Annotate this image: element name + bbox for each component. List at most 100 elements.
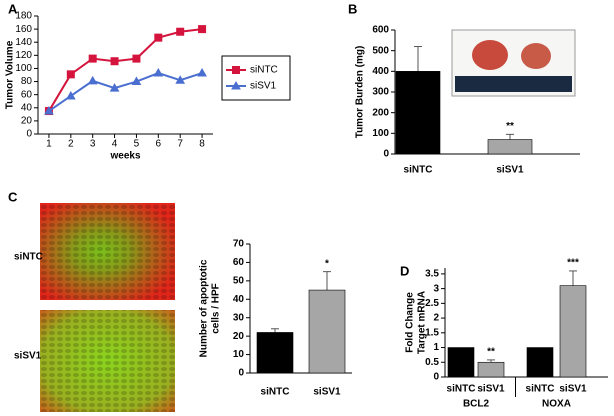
micrograph [40,203,175,412]
group-label: NOXA [542,399,571,410]
marker [44,106,54,115]
x-tick-label: 3 [90,139,96,150]
y-tick-label: 500 [372,45,389,56]
x-tick-label: siSV1 [496,165,524,176]
panel-label: C [8,189,18,204]
legend-label: siNTC [250,65,278,76]
y-tick-label: 1 [433,342,439,353]
y-tick-label: 300 [372,87,389,98]
panel-label: B [348,1,357,16]
x-tick-label: 2 [68,139,74,150]
y-axis-label: Number of apoptotic [199,259,210,357]
y-tick-label: 140 [15,37,32,48]
marker [66,70,75,79]
x-tick-label: 7 [177,139,183,150]
y-tick-label: 0 [383,149,389,160]
bar [487,139,533,155]
y-tick-label: 120 [15,50,32,61]
y-tick-label: 100 [15,63,32,74]
y-tick-label: 10 [233,349,245,360]
significance-label: * [325,258,329,269]
bar [526,347,554,378]
marker [88,54,97,63]
y-tick-label: 60 [233,257,245,268]
y-tick-label: 40 [233,294,245,305]
y-tick-label: 100 [372,128,389,139]
y-tick-label: 0 [26,129,32,140]
panel-label: D [400,263,409,278]
y-tick-label: 0 [433,372,439,383]
x-tick-label: siNTC [261,387,290,398]
y-tick-label: 400 [372,66,389,77]
significance-label: ** [506,121,514,132]
marker [110,57,119,66]
marker [65,90,76,100]
y-tick-label: 20 [21,116,33,127]
x-tick-label: siSV1 [559,384,587,395]
y-tick-label: 50 [233,275,245,286]
marker [109,83,120,92]
y-tick-label: 0 [238,368,244,379]
marker [232,66,240,74]
x-tick-label: 1 [46,139,52,150]
bar [559,285,587,378]
y-tick-label: 70 [233,239,245,250]
y-axis-label: Fold Change [405,292,416,353]
group-label: BCL2 [463,399,490,410]
x-axis-label: weeks [109,151,140,162]
marker [154,33,163,42]
y-tick-label: 3 [433,283,439,294]
y-tick-label: 160 [15,24,32,35]
image-label: siSV1 [14,351,42,362]
bar [447,347,475,378]
y-tick-label: 0.5 [425,357,439,368]
series-line [48,71,203,112]
legend-box [221,55,291,101]
legend-label: siSV1 [250,81,277,92]
y-tick-label: 30 [233,312,245,323]
x-tick-label: siNTC [447,384,476,395]
y-axis-label: cells / HPF [211,283,222,334]
significance-label: ** [487,347,495,358]
marker [87,75,98,85]
bar [477,361,505,378]
y-axis-label: Target mRNA [417,291,428,354]
marker [197,68,207,77]
y-tick-label: 200 [372,107,389,118]
y-tick-label: 80 [21,76,33,87]
bar [395,71,441,155]
x-tick-label: siNTC [404,165,433,176]
y-tick-label: 600 [372,25,389,36]
y-tick-label: 60 [21,89,33,100]
marker [175,75,186,84]
panel-label: A [8,1,18,16]
marker [131,76,142,86]
significance-label: *** [567,258,579,269]
marker [153,68,164,77]
x-tick-label: 4 [112,139,118,150]
bar [308,289,346,374]
photo-inset [451,29,576,97]
marker [198,25,207,34]
x-tick-label: 5 [134,139,140,150]
y-tick-label: 180 [15,11,32,22]
y-tick-label: 2.5 [425,298,439,309]
image-label: siNTC [14,252,43,263]
x-tick-label: siSV1 [313,387,341,398]
y-tick-label: 3.5 [425,269,439,280]
x-tick-label: 6 [156,139,162,150]
y-axis-label: Tumor Burden (mg) [355,46,366,139]
marker [176,27,185,36]
y-tick-label: 2 [433,313,439,324]
marker [132,54,141,63]
y-axis-label: Tumor Volume [5,40,16,109]
y-tick-label: 40 [21,102,33,113]
marker [231,80,241,90]
y-tick-label: 1.5 [425,327,439,338]
x-tick-label: siNTC [526,384,555,395]
x-tick-label: 8 [199,139,205,150]
x-tick-label: siSV1 [477,384,505,395]
bar [256,332,294,374]
y-tick-label: 20 [233,331,245,342]
